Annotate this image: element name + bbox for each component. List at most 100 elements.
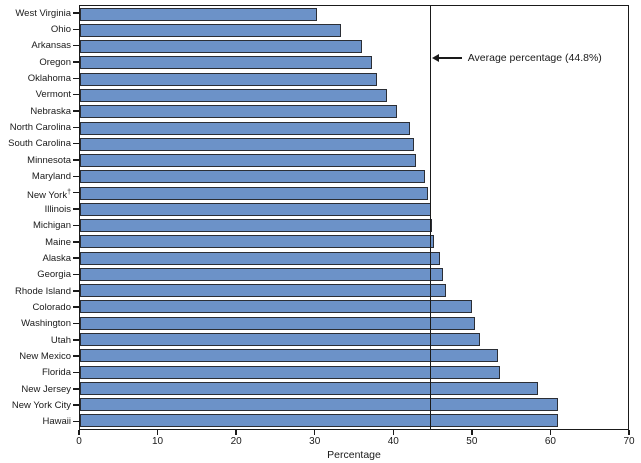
y-label-new-york: New York† [26,189,71,202]
bar-south-carolina [80,137,415,151]
y-label-minnesota: Minnesota [27,154,71,166]
x-tick [392,430,395,435]
y-label-rhode-island: Rhode Island [15,285,71,297]
y-tick [73,306,79,308]
x-tick [78,430,80,435]
y-tick [73,77,79,80]
y-tick [73,339,79,341]
y-label-maryland: Maryland [31,171,71,183]
y-tick [73,208,79,210]
x-axis-title: Percentage [327,449,381,461]
x-tick [628,430,630,435]
bar-washington [80,316,475,330]
y-label-utah: Utah [50,334,71,346]
bar-michigan [80,219,432,233]
y-label-west-virginia: West Virginia [15,7,71,19]
arrow-left-icon [431,54,439,62]
x-tick-label: 60 [544,436,556,447]
x-tick-label: 10 [152,436,164,447]
y-label-south-carolina: South Carolina [8,138,71,150]
y-tick [73,159,79,161]
y-label-new-york-city: New York City [11,399,71,411]
x-tick-label: 20 [230,436,242,447]
y-tick [73,273,79,276]
y-tick [73,110,79,112]
x-tick-label: 0 [76,436,82,447]
y-tick [73,224,79,227]
bar-georgia [80,267,444,281]
y-tick [73,420,79,423]
y-tick [73,61,79,63]
y-label-north-carolina: North Carolina [9,122,71,134]
plot-area: Average percentage (44.8%) [79,5,629,430]
y-tick [73,404,79,406]
y-label-maine: Maine [45,236,71,248]
bar-west-virginia [80,7,318,21]
x-tick-label: 70 [623,436,635,447]
y-tick [73,388,79,390]
x-tick [549,430,552,435]
x-tick-label: 30 [309,436,321,447]
y-label-florida: Florida [41,367,71,379]
y-label-washington: Washington [21,318,71,330]
bar-nebraska [80,105,398,119]
bar-maine [80,235,434,249]
x-tick-label: 50 [466,436,478,447]
x-axis-ticks [78,430,630,436]
bar-ohio [80,23,341,37]
y-label-michigan: Michigan [32,220,71,232]
y-tick [73,355,79,357]
bar-oklahoma [80,72,378,86]
y-tick [73,241,79,243]
y-label-alaska: Alaska [42,252,71,264]
y-label-new-mexico: New Mexico [19,350,71,362]
bar-colorado [80,300,473,314]
y-label-colorado: Colorado [32,301,71,313]
y-label-hawaii: Hawaii [42,416,71,428]
y-tick [73,257,79,259]
bar-new-mexico [80,349,499,363]
bar-new-york [80,186,429,200]
y-tick [73,191,79,194]
y-label-arkansas: Arkansas [31,40,71,52]
y-label-vermont: Vermont [35,89,71,101]
bar-hawaii [80,414,559,428]
bar-illinois [80,202,431,216]
y-tick [73,28,79,31]
bar-maryland [80,170,426,184]
y-label-illinois: Illinois [44,203,71,215]
bar-utah [80,333,481,347]
average-line [429,6,432,429]
arrow-tail [436,57,462,59]
y-tick [73,93,79,96]
x-tick [156,430,159,435]
y-label-nebraska: Nebraska [30,105,71,117]
y-tick [73,126,79,129]
x-axis-tick-labels: 0 10 20 30 40 50 60 70 [76,436,634,448]
x-tick [313,430,316,435]
bar-florida [80,365,500,379]
y-axis-labels: West Virginia Ohio Arkansas Oregon Oklahoma V… [0,5,71,430]
bar-rhode-island [80,284,446,298]
average-label: Average percentage (44.8%) [467,51,602,64]
bar-new-jersey [80,381,538,395]
y-label-new-jersey: New Jersey [21,383,71,395]
y-label-oregon: Oregon [39,56,71,68]
x-tick [471,430,473,435]
y-tick [73,142,79,145]
x-tick-label: 40 [387,436,399,447]
bar-alaska [80,251,441,265]
bar-arkansas [80,40,362,54]
bar-north-carolina [80,121,411,135]
y-tick [73,322,79,325]
y-tick [73,371,79,374]
y-axis-ticks [73,5,79,430]
y-label-oklahoma: Oklahoma [27,73,71,85]
bar-vermont [80,88,387,102]
x-tick [235,430,237,435]
bar-minnesota [80,154,416,168]
y-tick [73,44,79,47]
y-label-ohio: Ohio [50,24,71,36]
y-tick [73,12,79,14]
